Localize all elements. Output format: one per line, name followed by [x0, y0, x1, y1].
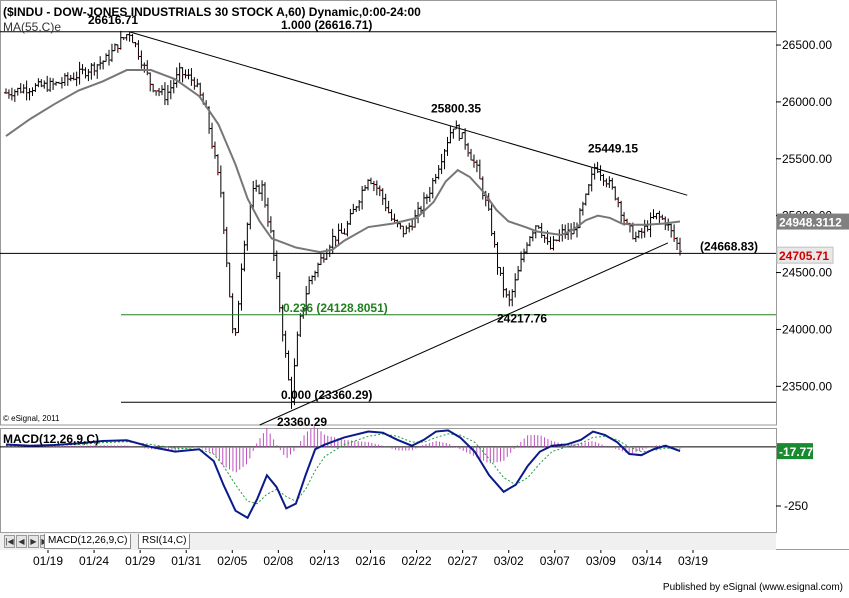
tab-macd[interactable]: MACD(12,26,9,C) — [44, 534, 132, 549]
x-tick-label: 02/27 — [448, 554, 478, 568]
macd-value-label: -17.77 — [779, 445, 813, 459]
x-tick-label: 03/19 — [678, 554, 708, 568]
ma-value-label: 24948.3112 — [779, 216, 842, 230]
swing-value-label: 25800.35 — [431, 102, 481, 116]
x-tick-label: 01/24 — [79, 554, 109, 568]
x-tick-label: 03/09 — [586, 554, 616, 568]
first-icon[interactable]: |◀ — [4, 535, 15, 548]
prev-icon[interactable]: ◀ — [16, 535, 27, 548]
x-tick-label: 02/22 — [402, 554, 432, 568]
price-panel-frame — [0, 0, 777, 426]
swing-value-label: 25449.15 — [588, 142, 638, 156]
chart-labels: 1.000 (26616.71) 0.236 (24128.8051) 0.000 … — [3, 13, 849, 460]
chart-grid — [0, 0, 849, 550]
x-tick-label: 01/31 — [171, 554, 201, 568]
trendline — [259, 242, 669, 426]
next-icon[interactable]: ▶ — [28, 535, 39, 548]
x-tick-label: 03/14 — [632, 554, 662, 568]
tab-rsi[interactable]: RSI(14,C) — [138, 534, 191, 549]
chart-axes: 26500.0026000.0025500.0025000.0024500.00… — [33, 38, 832, 568]
chart-trendlines — [0, 31, 776, 426]
last-price-box — [776, 246, 834, 264]
x-tick-label: 01/19 — [33, 554, 63, 568]
level-label: 0.236 (24128.8051) — [283, 301, 388, 315]
macd-line — [5, 429, 681, 520]
level-label: (24668.83) — [700, 239, 758, 253]
x-tick-label: 02/13 — [309, 554, 339, 568]
x-tick-label: 02/08 — [263, 554, 293, 568]
macd-signal-line — [6, 433, 681, 505]
swing-value-label: 26616.71 — [88, 13, 138, 27]
chart-title: ($INDU - DOW-JONES INDUSTRIALS 30 STOCK … — [3, 5, 421, 19]
x-tick-label: 03/02 — [494, 554, 524, 568]
y-tick-label: 26500.00 — [782, 38, 832, 52]
x-tick-label: 02/16 — [355, 554, 385, 568]
moving-average-line — [5, 69, 681, 254]
y-tick-label: 23500.00 — [782, 379, 832, 393]
level-label: 0.000 (23360.29) — [281, 388, 372, 402]
y-tick-label: 24500.00 — [782, 266, 832, 280]
last-price-label: 24705.71 — [779, 249, 829, 263]
ma-value-box — [777, 213, 849, 230]
level-label: 1.000 (26616.71) — [281, 18, 372, 32]
y-tick-label: 24000.00 — [782, 322, 832, 336]
y-tick-label: 25500.00 — [782, 152, 832, 166]
trendline — [129, 31, 688, 196]
macd-value-box — [777, 443, 813, 460]
chart-series — [0, 30, 776, 520]
swing-value-label: 23360.29 — [277, 415, 327, 429]
macd-tick-label: -250 — [784, 499, 808, 513]
x-tick-label: 02/05 — [217, 554, 247, 568]
macd-title: MACD(12,26,9,C) — [3, 432, 99, 446]
indicator-tab-bar — [0, 532, 776, 550]
x-tick-label: 01/29 — [125, 554, 155, 568]
publisher-footer: Published by eSignal (www.esignal.com) — [662, 582, 843, 593]
macd-panel-frame — [0, 428, 777, 533]
ma-label: MA(55,C)e — [3, 20, 61, 34]
x-tick-label: 03/07 — [540, 554, 570, 568]
copyright-text: © eSignal, 2011 — [3, 414, 60, 423]
y-tick-label: 26000.00 — [782, 95, 832, 109]
swing-value-label: 24217.76 — [497, 312, 547, 326]
